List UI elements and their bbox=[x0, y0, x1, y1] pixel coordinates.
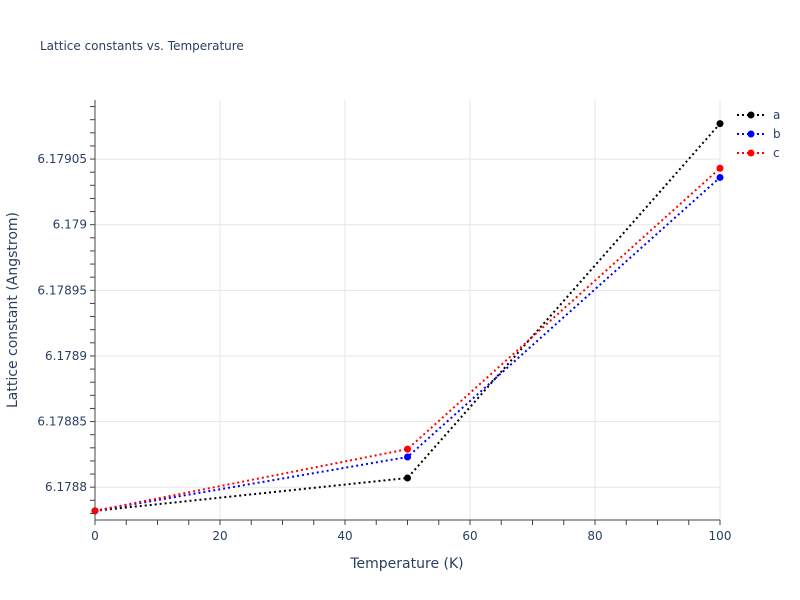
grid-lines bbox=[95, 100, 721, 520]
x-tick-label: 60 bbox=[462, 529, 477, 543]
x-tick-label: 40 bbox=[337, 529, 352, 543]
axes: 0 20 40 60 80 100 6.1788 6.17885 6.1789 6.17895 6.… bbox=[37, 100, 731, 543]
data-point-c[interactable] bbox=[91, 507, 99, 515]
data-point-b[interactable] bbox=[404, 453, 411, 461]
data-point-c[interactable] bbox=[404, 445, 411, 453]
legend-label-b[interactable]: b bbox=[773, 127, 781, 141]
series-line-b bbox=[94, 176, 721, 512]
series-lines bbox=[91, 120, 724, 515]
x-tick-label: 100 bbox=[709, 529, 732, 543]
y-tick-label: 6.17885 bbox=[37, 415, 87, 429]
y-tick-label: 6.17895 bbox=[37, 283, 87, 297]
y-tick-label: 6.179 bbox=[53, 218, 87, 232]
x-tick-label: 0 bbox=[91, 529, 99, 543]
data-point-c[interactable] bbox=[716, 164, 724, 172]
x-axis-title: Temperature (K) bbox=[349, 556, 463, 572]
legend-marker-c bbox=[747, 149, 755, 157]
y-tick-label: 6.1788 bbox=[45, 480, 87, 494]
data-point-b[interactable] bbox=[716, 173, 724, 181]
y-tick-label: 6.1789 bbox=[45, 349, 87, 363]
legend-label-c[interactable]: c bbox=[773, 146, 780, 160]
y-tick-label: 6.17905 bbox=[37, 152, 87, 166]
legend-label-a[interactable]: a bbox=[773, 108, 780, 122]
y-axis-title: Lattice constant (Angstrom) bbox=[5, 212, 21, 408]
chart-title: Lattice constants vs. Temperature bbox=[40, 39, 244, 53]
data-point-a[interactable] bbox=[716, 120, 724, 128]
data-point-a[interactable] bbox=[404, 474, 411, 482]
x-tick-label: 80 bbox=[587, 529, 602, 543]
series-line-c bbox=[94, 167, 721, 512]
legend-marker-b bbox=[747, 130, 755, 138]
series-line-a bbox=[94, 122, 721, 512]
x-tick-label: 20 bbox=[212, 529, 227, 543]
legend-marker-a bbox=[747, 111, 755, 119]
legend: abc bbox=[737, 108, 781, 160]
